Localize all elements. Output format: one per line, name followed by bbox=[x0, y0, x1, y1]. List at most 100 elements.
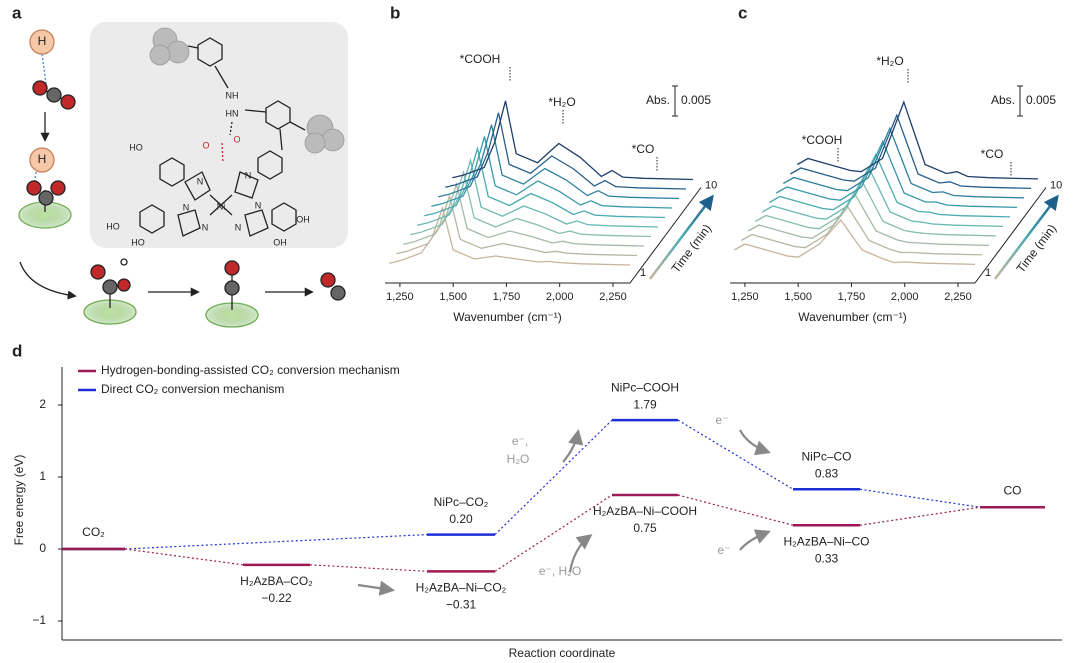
spectrum bbox=[761, 166, 1004, 228]
level-name: NiPc–COOH bbox=[611, 380, 679, 394]
scale-label: Abs. bbox=[991, 93, 1015, 107]
x-tick-label: 2,000 bbox=[546, 291, 574, 303]
depth-axis bbox=[629, 187, 702, 284]
annotation: e⁻, H₂O bbox=[539, 564, 581, 578]
atom-label: N bbox=[245, 170, 252, 180]
legend-label: Direct CO₂ conversion mechanism bbox=[101, 382, 284, 396]
scale-label: Abs. bbox=[646, 93, 670, 107]
connector bbox=[309, 564, 428, 572]
annotation: e⁻ bbox=[717, 543, 730, 557]
connector bbox=[859, 488, 981, 508]
time-end: 10 bbox=[705, 179, 717, 191]
depth-axis bbox=[974, 187, 1047, 284]
spectrum bbox=[396, 193, 638, 257]
peak-label: *COOH bbox=[802, 133, 843, 147]
spectrum bbox=[403, 181, 645, 247]
x-tick-label: 2,250 bbox=[599, 291, 627, 303]
spectrum bbox=[733, 218, 976, 266]
time-arrow bbox=[994, 194, 1059, 280]
atom-label: OH bbox=[296, 214, 310, 224]
spectrum bbox=[445, 112, 687, 190]
level-name: NiPc–CO₂ bbox=[434, 495, 489, 509]
atom-label: O bbox=[233, 134, 240, 144]
spectrum bbox=[747, 192, 990, 247]
atom-label: Ni bbox=[217, 201, 226, 211]
scale-value: 0.005 bbox=[1026, 93, 1056, 107]
y-tick-label: 1 bbox=[39, 469, 46, 483]
annotation: H₂O bbox=[507, 452, 530, 466]
level-name: H₂AzBA–Ni–COOH bbox=[593, 504, 697, 518]
level-value: −0.22 bbox=[261, 591, 292, 605]
peak-label: *H₂O bbox=[876, 54, 903, 68]
x-tick-label: 2,000 bbox=[891, 291, 919, 303]
spectrum bbox=[417, 157, 659, 228]
atom-label: N bbox=[235, 222, 242, 232]
level-value: 1.79 bbox=[633, 397, 657, 411]
x-axis-title: Wavenumber (cm⁻¹) bbox=[453, 310, 562, 324]
atom-label: N bbox=[202, 222, 209, 232]
panel-label: a bbox=[12, 3, 22, 22]
x-tick-label: 1,500 bbox=[439, 291, 467, 303]
connector bbox=[859, 506, 981, 526]
connector bbox=[124, 548, 244, 566]
spectrum bbox=[789, 113, 1032, 190]
time-label: Time (min) bbox=[1014, 222, 1059, 276]
level-name: CO bbox=[1004, 483, 1022, 497]
spectrum bbox=[782, 126, 1025, 199]
y-axis-title: Free energy (eV) bbox=[12, 455, 26, 546]
connector bbox=[677, 494, 794, 526]
spectrum bbox=[410, 169, 652, 238]
x-axis-title: Wavenumber (cm⁻¹) bbox=[798, 310, 907, 324]
panel-label: c bbox=[738, 3, 747, 22]
annotation: e⁻, bbox=[512, 434, 528, 448]
level-value: 0.20 bbox=[449, 512, 473, 526]
atom-label: HO bbox=[129, 142, 143, 152]
panel-label: b bbox=[390, 3, 400, 22]
atom-label: H bbox=[38, 152, 47, 166]
level-name: CO₂ bbox=[82, 525, 105, 539]
atom-label: N bbox=[183, 202, 190, 212]
spectrum bbox=[438, 124, 680, 200]
arrows-d bbox=[357, 428, 771, 596]
time-start: 1 bbox=[985, 267, 991, 279]
level-value: −0.31 bbox=[446, 597, 477, 611]
level-value: 0.33 bbox=[815, 551, 839, 565]
y-tick-label: 0 bbox=[39, 541, 46, 555]
atom-label: HN bbox=[226, 108, 239, 118]
connector bbox=[677, 419, 794, 490]
time-start: 1 bbox=[640, 267, 646, 279]
x-tick-label: 2,250 bbox=[944, 291, 972, 303]
x-tick-label: 1,750 bbox=[493, 291, 521, 303]
connector bbox=[494, 419, 613, 536]
spectrum bbox=[796, 100, 1039, 180]
level-name: H₂AzBA–CO₂ bbox=[240, 574, 313, 588]
level-name: H₂AzBA–Ni–CO bbox=[783, 534, 869, 548]
peak-label: *COOH bbox=[460, 52, 501, 66]
x-tick-label: 1,500 bbox=[784, 291, 812, 303]
level-name: H₂AzBA–Ni–CO₂ bbox=[416, 580, 507, 594]
x-axis-title: Reaction coordinate bbox=[509, 646, 616, 660]
spectrum bbox=[754, 179, 997, 237]
level-value: 0.83 bbox=[815, 466, 839, 480]
scheme bbox=[18, 22, 348, 328]
peak-label: *H₂O bbox=[548, 95, 575, 109]
atom-label: OH bbox=[273, 237, 287, 247]
spectrum bbox=[431, 136, 673, 209]
peak-label: *CO bbox=[632, 142, 655, 156]
spectrum bbox=[424, 145, 666, 219]
panel-label: d bbox=[12, 341, 22, 360]
atom-label: NH bbox=[226, 90, 239, 100]
level-name: NiPc–CO bbox=[801, 449, 851, 463]
atom-label: HO bbox=[106, 221, 120, 231]
legend-label: Hydrogen-bonding-assisted CO₂ conversion… bbox=[101, 363, 400, 377]
spectrum bbox=[452, 100, 694, 181]
y-tick-label: 2 bbox=[39, 397, 46, 411]
connector bbox=[494, 494, 613, 572]
peak-label: *CO bbox=[981, 147, 1004, 161]
spectrum bbox=[740, 205, 983, 256]
atom-label: N bbox=[197, 176, 204, 186]
level-value: 0.75 bbox=[633, 521, 657, 535]
x-tick-label: 1,250 bbox=[731, 291, 759, 303]
atom-label: H bbox=[38, 34, 47, 48]
time-arrow bbox=[649, 194, 714, 280]
